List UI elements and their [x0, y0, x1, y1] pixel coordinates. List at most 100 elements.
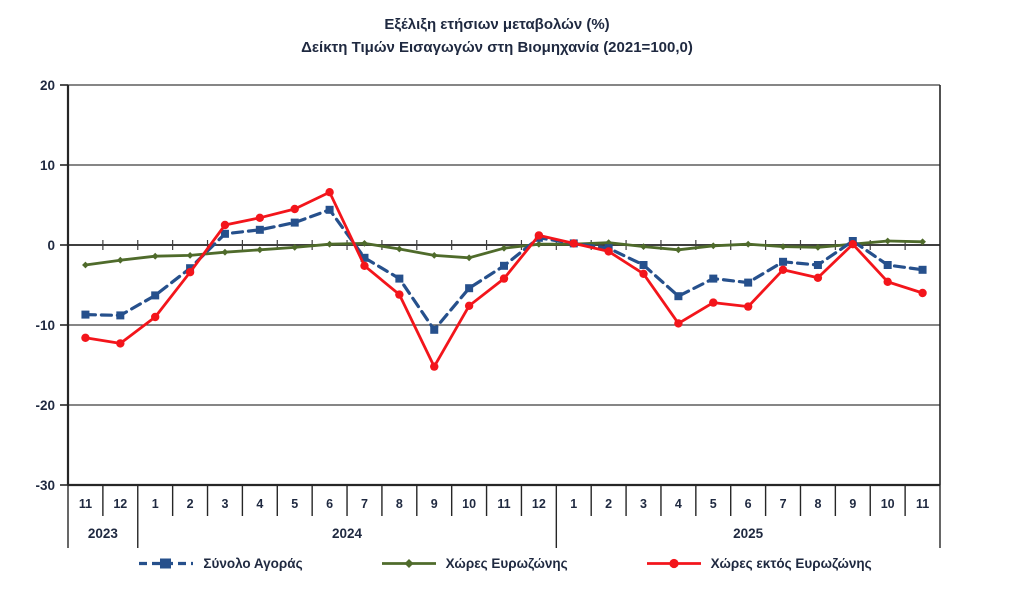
data-point-marker — [221, 248, 229, 256]
data-point-marker — [639, 269, 648, 278]
x-month-label: 7 — [361, 497, 368, 511]
chart-legend: Σύνολο Αγοράς Χώρες Ευρωζώνης Χώρες εκτό… — [0, 556, 1010, 571]
data-point-marker — [151, 252, 159, 260]
data-point-marker — [674, 292, 683, 301]
x-month-label: 1 — [570, 497, 577, 511]
y-tick-label: -30 — [35, 478, 55, 493]
data-point-marker — [569, 239, 578, 248]
data-point-marker — [256, 246, 264, 254]
legend-label-non-eurozone: Χώρες εκτός Ευρωζώνης — [710, 556, 872, 571]
data-point-marker — [395, 274, 404, 283]
y-tick-label: 10 — [40, 158, 55, 173]
chart-title-line2: Δείκτη Τιμών Εισαγωγών στη Βιομηχανία (2… — [301, 39, 693, 57]
data-point-marker — [918, 265, 927, 274]
chart-title: Εξέλιξη ετήσιων μεταβολών (%) Δείκτη Τιμ… — [0, 13, 994, 60]
legend-item-eurozone: Χώρες Ευρωζώνης — [381, 556, 568, 571]
data-point-marker — [640, 243, 647, 250]
data-point-marker — [744, 240, 752, 248]
data-point-marker — [220, 220, 230, 230]
chart-title-line1: Εξέλιξη ετήσιων μεταβολών (%) — [384, 16, 610, 33]
data-point-marker — [535, 240, 543, 248]
data-point-marker — [499, 274, 509, 283]
x-month-label: 6 — [745, 497, 752, 511]
x-month-label: 7 — [780, 497, 787, 511]
data-point-marker — [500, 261, 508, 270]
data-point-marker — [151, 312, 160, 322]
x-month-label: 6 — [326, 497, 333, 511]
data-point-marker — [639, 261, 648, 269]
data-point-marker — [185, 268, 195, 277]
data-point-marker — [534, 231, 544, 240]
x-month-label: 8 — [396, 497, 403, 511]
data-point-marker — [813, 273, 823, 282]
data-point-marker — [81, 310, 90, 319]
data-point-marker — [116, 256, 124, 264]
legend-item-total-market: Σύνολο Αγοράς — [138, 556, 303, 571]
x-month-label: 2 — [187, 497, 194, 511]
legend-sample-total-market-icon — [139, 558, 194, 569]
x-month-label: 11 — [79, 497, 92, 511]
x-month-label: 1 — [152, 497, 159, 511]
data-point-marker — [779, 243, 787, 250]
data-point-marker — [291, 244, 299, 251]
data-point-marker — [675, 246, 682, 254]
data-point-marker — [360, 261, 369, 270]
data-point-marker — [604, 247, 613, 256]
data-point-marker — [361, 240, 368, 247]
data-point-marker — [395, 290, 404, 299]
data-point-marker — [220, 229, 229, 238]
data-point-marker — [326, 240, 333, 248]
data-point-marker — [919, 238, 926, 246]
data-point-marker — [883, 277, 892, 286]
data-point-marker — [884, 237, 892, 245]
data-point-marker — [465, 254, 473, 262]
data-point-marker — [116, 311, 125, 320]
x-month-label: 12 — [532, 497, 546, 511]
data-point-marker — [778, 265, 788, 274]
data-point-marker — [743, 302, 753, 311]
data-point-marker — [430, 252, 438, 259]
x-month-label: 12 — [113, 497, 127, 511]
x-month-label: 5 — [710, 497, 717, 511]
legend-item-non-eurozone: Χώρες εκτός Ευρωζώνης — [646, 556, 872, 571]
data-point-marker — [151, 291, 160, 300]
data-point-marker — [883, 261, 892, 269]
data-point-marker — [186, 252, 194, 259]
data-point-marker — [465, 284, 474, 293]
x-month-label: 8 — [814, 497, 821, 511]
x-month-label: 3 — [640, 497, 647, 511]
data-point-marker — [116, 339, 125, 348]
x-month-label: 2 — [605, 497, 612, 511]
x-month-label: 4 — [256, 497, 263, 511]
data-point-marker — [430, 362, 439, 371]
data-point-marker — [82, 261, 89, 269]
data-point-marker — [500, 244, 508, 252]
data-point-marker — [430, 325, 439, 334]
data-point-marker — [290, 218, 299, 227]
data-point-marker — [674, 319, 683, 328]
legend-sample-non-eurozone-icon — [646, 558, 701, 569]
data-point-marker — [81, 333, 90, 342]
x-month-label: 10 — [881, 497, 895, 511]
data-point-marker — [814, 244, 822, 251]
x-month-label: 9 — [849, 497, 856, 511]
x-year-label: 2025 — [733, 526, 764, 541]
y-tick-label: 0 — [47, 238, 55, 253]
data-point-marker — [709, 242, 717, 250]
data-point-marker — [464, 301, 474, 310]
x-month-label: 11 — [916, 497, 929, 511]
data-point-marker — [709, 298, 718, 307]
data-point-marker — [325, 205, 334, 214]
y-tick-label: -10 — [35, 318, 55, 333]
data-point-marker — [848, 240, 857, 249]
legend-sample-eurozone-icon — [381, 559, 436, 568]
y-tick-label: -20 — [35, 398, 55, 413]
data-point-marker — [395, 245, 403, 253]
x-year-label: 2024 — [332, 526, 363, 541]
x-month-label: 10 — [462, 497, 476, 511]
data-point-marker — [779, 257, 788, 266]
data-point-marker — [255, 225, 264, 234]
data-point-marker — [744, 278, 753, 287]
